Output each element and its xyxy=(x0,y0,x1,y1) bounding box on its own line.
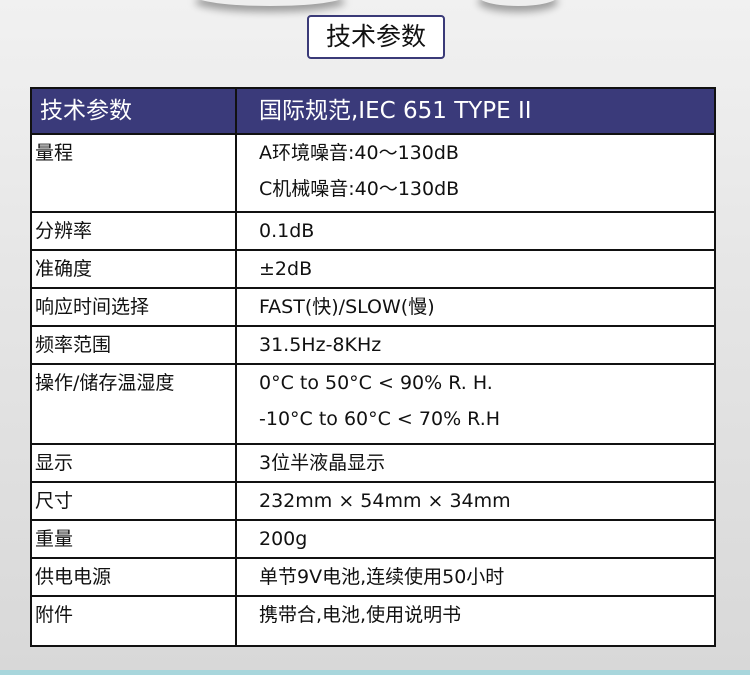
spec-value-line: ±2dB xyxy=(259,258,313,280)
spec-label: 操作/储存温湿度 xyxy=(30,363,237,445)
table-row: 量程 A环境噪音:40～130dB C机械噪音:40～130dB xyxy=(30,133,716,213)
spec-label: 响应时间选择 xyxy=(30,287,237,327)
spec-value: A环境噪音:40～130dB C机械噪音:40～130dB xyxy=(235,133,716,213)
spec-value-line: 0.1dB xyxy=(259,220,315,242)
bottom-band xyxy=(0,670,750,675)
table-row: 尺寸 232mm × 54mm × 34mm xyxy=(30,481,716,521)
spec-label: 准确度 xyxy=(30,249,237,289)
spec-value: FAST(快)/SLOW(慢) xyxy=(235,287,716,327)
spec-value-line: 3位半液晶显示 xyxy=(259,452,386,474)
header-cell: 技术参数 xyxy=(30,87,237,135)
spec-value: 单节9V电池,连续使用50小时 xyxy=(235,557,716,597)
spec-value: 31.5Hz-8KHz xyxy=(235,325,716,365)
spec-label: 附件 xyxy=(30,595,237,647)
table-row: 频率范围 31.5Hz-8KHz xyxy=(30,325,716,365)
table-row: 准确度 ±2dB xyxy=(30,249,716,289)
product-image-edge-right xyxy=(478,0,558,6)
spec-table: 技术参数 国际规范,IEC 651 TYPE II 量程 A环境噪音:40～130… xyxy=(30,87,716,647)
spec-value-line: 232mm × 54mm × 34mm xyxy=(259,490,511,512)
table-row: 供电电源 单节9V电池,连续使用50小时 xyxy=(30,557,716,597)
spec-label: 尺寸 xyxy=(30,481,237,521)
spec-value: ±2dB xyxy=(235,249,716,289)
table-row: 显示 3位半液晶显示 xyxy=(30,443,716,483)
spec-value: 3位半液晶显示 xyxy=(235,443,716,483)
table-row: 附件 携带合,电池,使用说明书 xyxy=(30,595,716,647)
table-row: 操作/储存温湿度 0°C to 50°C < 90% R. H. -10°C to … xyxy=(30,363,716,445)
spec-value: 200g xyxy=(235,519,716,559)
table-row: 重量 200g xyxy=(30,519,716,559)
product-image-edge-left xyxy=(195,0,345,6)
spec-value-line: 携带合,电池,使用说明书 xyxy=(259,604,462,626)
spec-label: 分辨率 xyxy=(30,211,237,251)
spec-value-line: 200g xyxy=(259,528,308,550)
spec-value-line: A环境噪音:40～130dB xyxy=(259,142,459,164)
spec-value: 携带合,电池,使用说明书 xyxy=(235,595,716,647)
table-row: 响应时间选择 FAST(快)/SLOW(慢) xyxy=(30,287,716,327)
spec-value-line: 31.5Hz-8KHz xyxy=(259,334,382,356)
table-header-row: 技术参数 国际规范,IEC 651 TYPE II xyxy=(30,87,716,135)
spec-value-line: FAST(快)/SLOW(慢) xyxy=(259,296,435,318)
spec-value: 232mm × 54mm × 34mm xyxy=(235,481,716,521)
spec-value-line: 0°C to 50°C < 90% R. H. xyxy=(259,372,493,394)
spec-value: 0.1dB xyxy=(235,211,716,251)
section-title: 技术参数 xyxy=(307,15,445,59)
spec-label: 重量 xyxy=(30,519,237,559)
spec-label: 显示 xyxy=(30,443,237,483)
spec-label: 供电电源 xyxy=(30,557,237,597)
spec-label: 量程 xyxy=(30,133,237,213)
header-cell: 国际规范,IEC 651 TYPE II xyxy=(235,87,716,135)
spec-value-line: -10°C to 60°C < 70% R.H xyxy=(259,408,501,430)
table-row: 分辨率 0.1dB xyxy=(30,211,716,251)
spec-label: 频率范围 xyxy=(30,325,237,365)
spec-value: 0°C to 50°C < 90% R. H. -10°C to 60°C < 7… xyxy=(235,363,716,445)
spec-value-line: 单节9V电池,连续使用50小时 xyxy=(259,566,505,588)
spec-value-line: C机械噪音:40～130dB xyxy=(259,178,460,200)
